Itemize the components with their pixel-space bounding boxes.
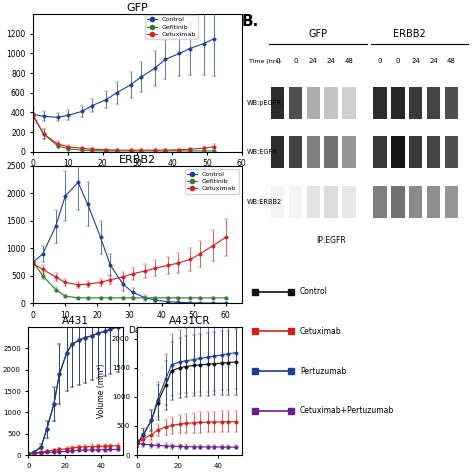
Bar [342, 87, 356, 119]
Bar [427, 87, 440, 119]
Title: A431CR: A431CR [169, 316, 210, 326]
Bar [409, 185, 422, 218]
Bar [307, 136, 320, 168]
Bar [271, 185, 284, 218]
X-axis label: Day: Day [128, 174, 146, 183]
Text: Time (hrs): Time (hrs) [249, 59, 281, 64]
Title: GFP: GFP [127, 3, 148, 13]
Text: 24: 24 [429, 58, 438, 64]
Bar [409, 87, 422, 119]
Bar [271, 87, 284, 119]
Text: WB:pEGFR: WB:pEGFR [246, 100, 282, 106]
Text: Control: Control [300, 287, 328, 296]
Text: 48: 48 [345, 58, 354, 64]
Text: 24: 24 [411, 58, 420, 64]
Bar [427, 185, 440, 218]
Text: 0: 0 [378, 58, 383, 64]
Text: 0: 0 [275, 58, 280, 64]
Bar [307, 87, 320, 119]
Bar [445, 185, 458, 218]
Bar [289, 87, 302, 119]
Text: IP:EGFR: IP:EGFR [316, 237, 346, 246]
Text: 48: 48 [447, 58, 456, 64]
Legend: Control, Gefitinib, Cetuximab: Control, Gefitinib, Cetuximab [145, 15, 199, 39]
Bar [271, 136, 284, 168]
Y-axis label: Volume (mm³): Volume (mm³) [97, 364, 106, 419]
Bar [445, 136, 458, 168]
Text: ERBB2: ERBB2 [393, 29, 426, 39]
Legend: Control, Gefitinib, Cetuximab: Control, Gefitinib, Cetuximab [185, 169, 238, 194]
Text: GFP: GFP [308, 29, 328, 39]
Bar [289, 185, 302, 218]
Bar [324, 185, 338, 218]
Text: Cetuximab: Cetuximab [300, 327, 342, 336]
Bar [342, 136, 356, 168]
Text: B.: B. [242, 14, 259, 29]
Text: 24: 24 [309, 58, 318, 64]
Bar [374, 87, 387, 119]
Text: 0: 0 [396, 58, 400, 64]
Text: WB:EGFR: WB:EGFR [246, 149, 277, 155]
Bar [392, 136, 405, 168]
Title: ERBB2: ERBB2 [119, 155, 156, 165]
X-axis label: Day: Day [128, 326, 146, 335]
Bar [374, 185, 387, 218]
Bar [409, 136, 422, 168]
Bar [324, 136, 338, 168]
Bar [427, 136, 440, 168]
Bar [445, 87, 458, 119]
Bar [289, 136, 302, 168]
Text: 0: 0 [293, 58, 298, 64]
Bar [307, 185, 320, 218]
Bar [374, 136, 387, 168]
Text: 24: 24 [327, 58, 336, 64]
Bar [392, 87, 405, 119]
Title: A431: A431 [63, 316, 89, 326]
Bar [392, 185, 405, 218]
Text: Pertuzumab: Pertuzumab [300, 366, 346, 375]
Text: WB:ERBB2: WB:ERBB2 [246, 199, 282, 205]
Bar [324, 87, 338, 119]
Bar [342, 185, 356, 218]
Text: Cetuximab+Pertuzumab: Cetuximab+Pertuzumab [300, 406, 394, 415]
